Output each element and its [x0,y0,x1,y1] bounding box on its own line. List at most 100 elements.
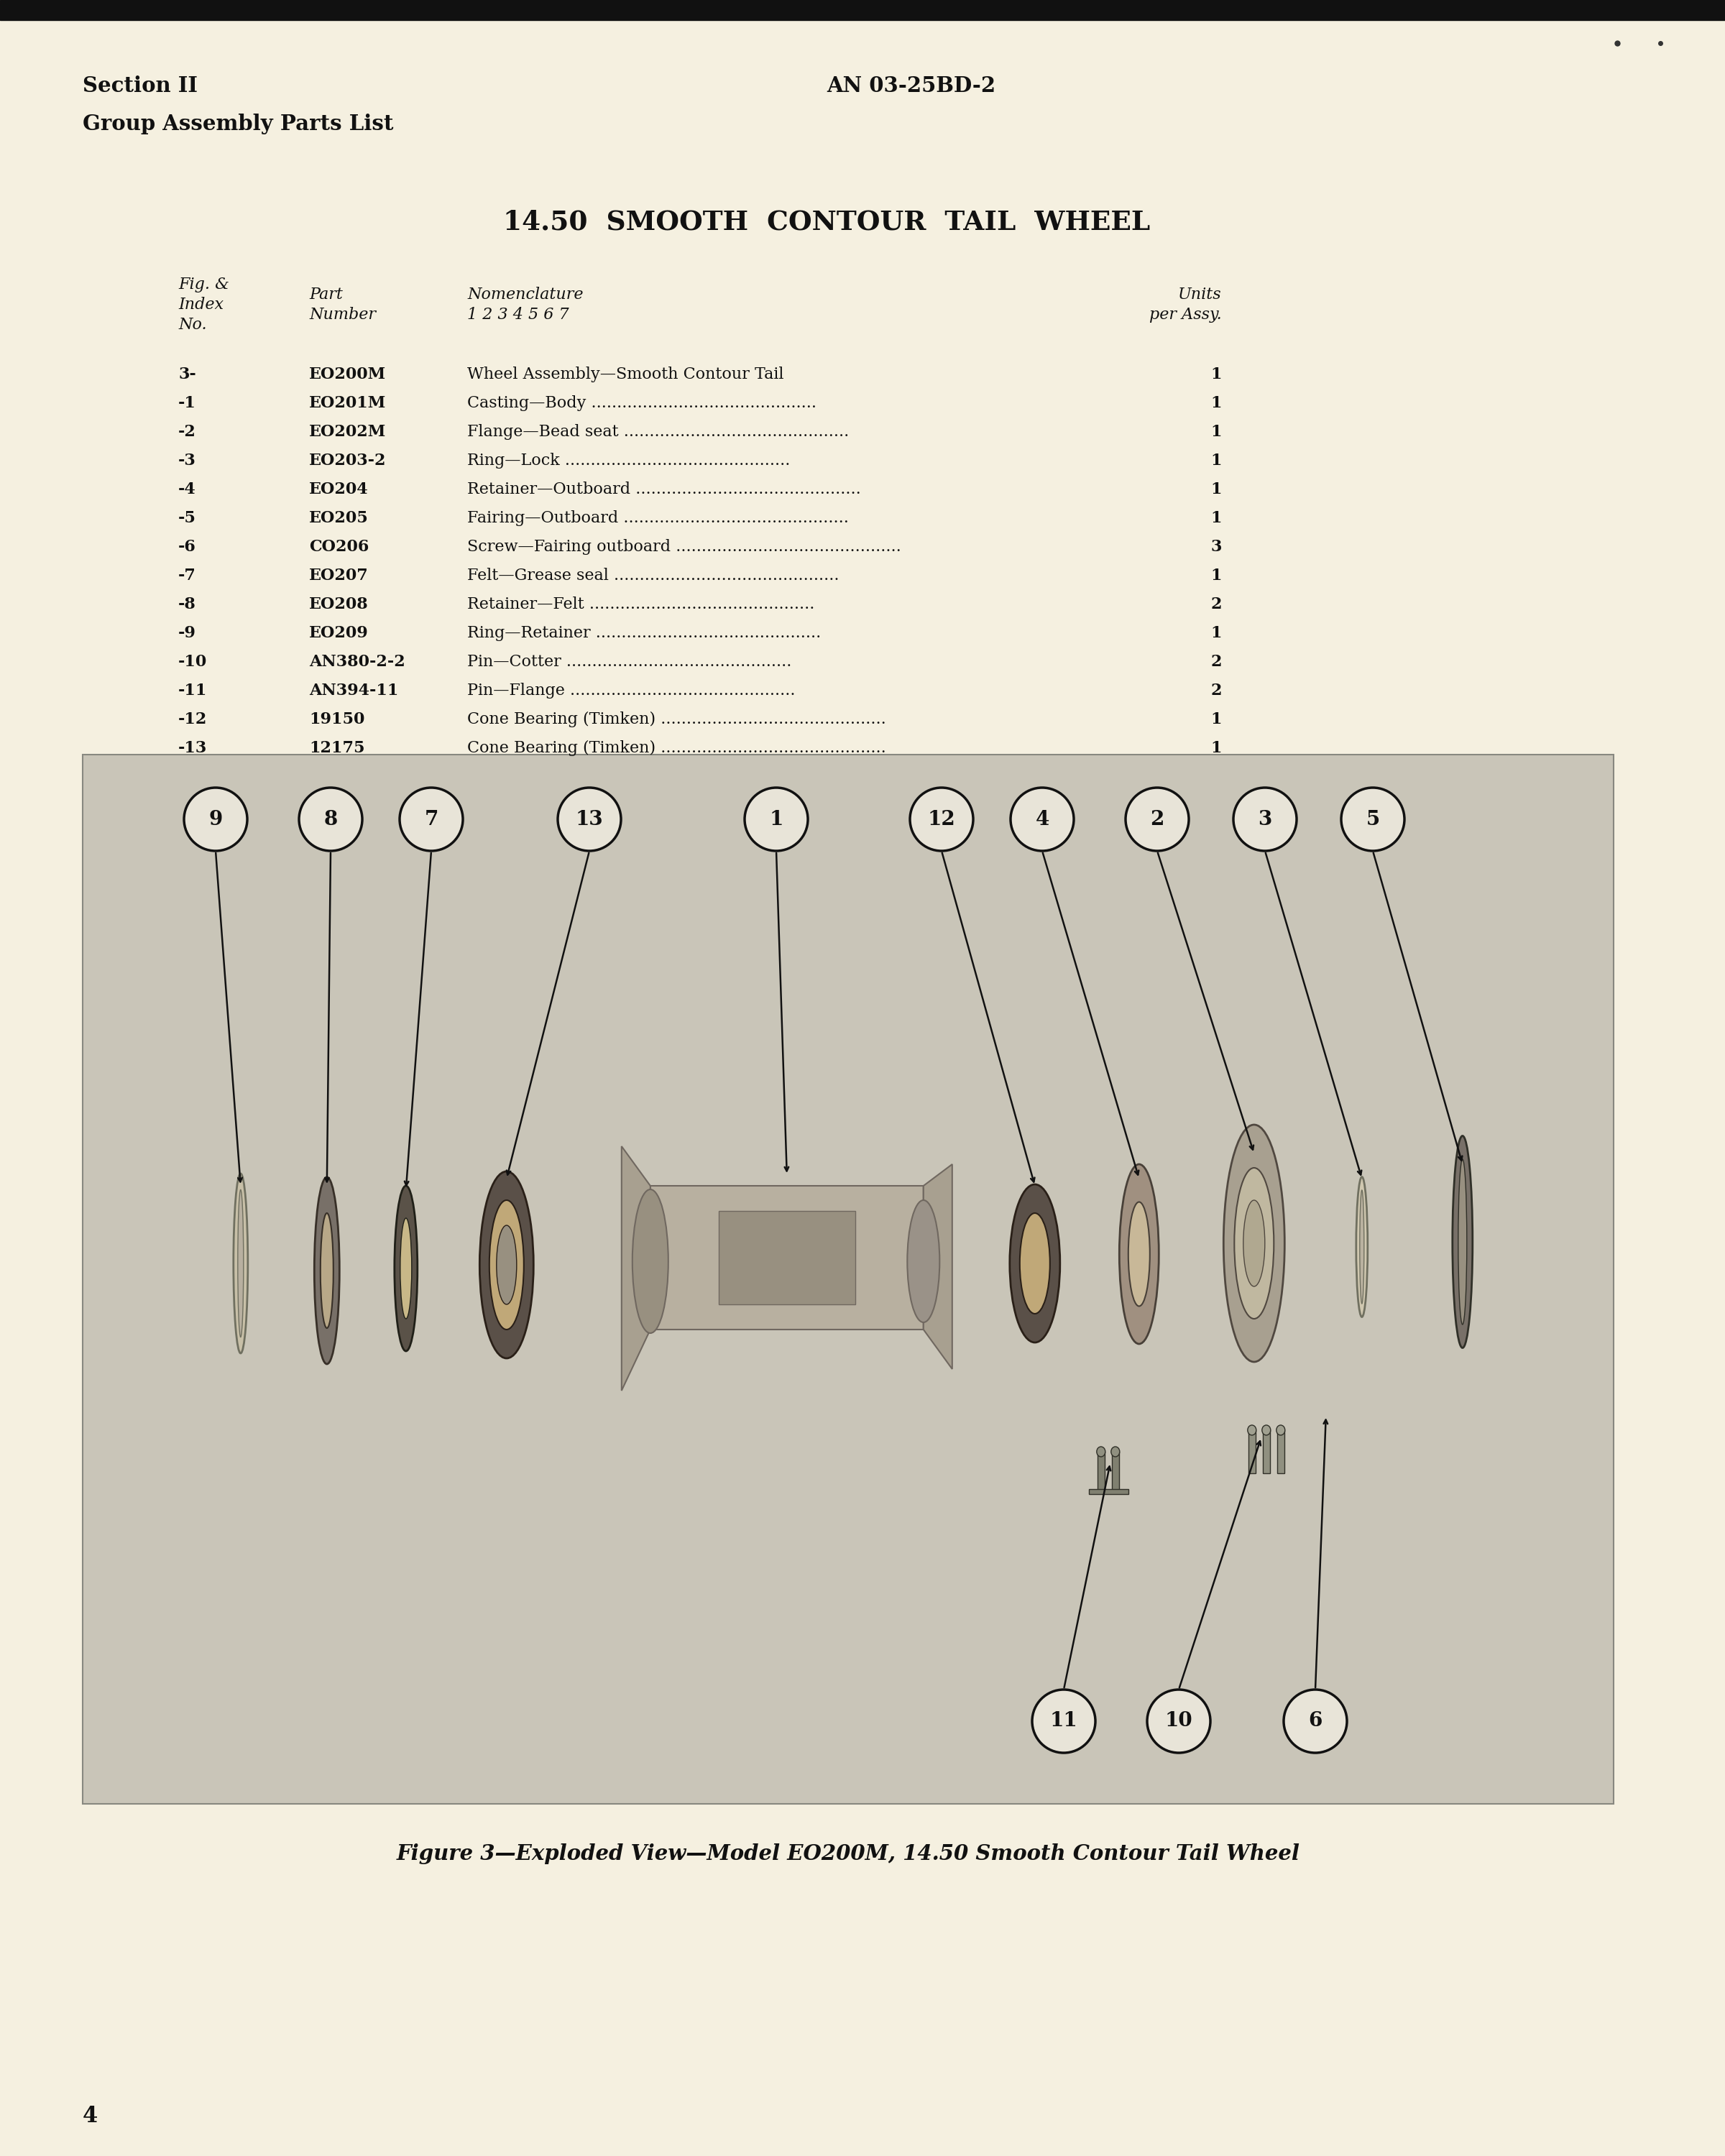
Text: 1: 1 [1211,453,1221,468]
Circle shape [1032,1690,1095,1753]
Text: Part: Part [309,287,343,302]
Text: 2: 2 [1211,653,1221,671]
Text: 1: 1 [1211,567,1221,584]
Circle shape [400,787,462,852]
Ellipse shape [1111,1447,1120,1457]
Ellipse shape [395,1186,417,1352]
Text: 19150: 19150 [309,711,364,727]
Text: -13: -13 [178,740,207,757]
Text: -9: -9 [178,625,197,640]
Text: 2: 2 [1211,597,1221,612]
Text: -4: -4 [178,481,197,498]
Circle shape [185,787,247,852]
Text: EO208: EO208 [309,597,369,612]
Text: AN 03-25BD-2: AN 03-25BD-2 [826,75,995,97]
Circle shape [1233,787,1297,852]
Ellipse shape [1019,1214,1051,1313]
Text: 1: 1 [1211,425,1221,440]
Bar [1249,1429,1256,1473]
Text: 4: 4 [83,2104,98,2128]
Polygon shape [621,1147,650,1391]
Text: 3: 3 [1258,811,1271,830]
Text: AN380-2-2: AN380-2-2 [309,653,405,671]
Text: Flange—Bead seat ............................................: Flange—Bead seat .......................… [467,425,849,440]
Ellipse shape [1263,1425,1271,1436]
Text: -12: -12 [178,711,207,727]
Ellipse shape [238,1190,243,1337]
Ellipse shape [1097,1447,1106,1457]
Text: 12: 12 [928,811,956,830]
Text: Figure 3—Exploded View—Model EO200M, 14.50 Smooth Contour Tail Wheel: Figure 3—Exploded View—Model EO200M, 14.… [397,1843,1301,1865]
Text: 9: 9 [209,811,223,830]
Ellipse shape [497,1225,518,1304]
Text: 1: 1 [1211,395,1221,412]
Text: CO206: CO206 [309,539,369,554]
Text: Wheel Assembly—Smooth Contour Tail: Wheel Assembly—Smooth Contour Tail [467,367,783,382]
Text: No.: No. [178,317,207,332]
Ellipse shape [1009,1184,1061,1343]
Text: Fairing—Outboard ............................................: Fairing—Outboard .......................… [467,511,849,526]
Text: Units: Units [1178,287,1221,302]
Circle shape [1126,787,1189,852]
Text: -10: -10 [178,653,207,671]
Bar [1113,1451,1120,1492]
Bar [1088,1490,1128,1494]
Text: Retainer—Outboard ............................................: Retainer—Outboard ......................… [467,481,861,498]
Ellipse shape [321,1214,333,1328]
Text: Fig. &: Fig. & [178,276,229,293]
Text: Nomenclature: Nomenclature [467,287,583,302]
Text: Casting—Body ............................................: Casting—Body ...........................… [467,395,816,412]
Ellipse shape [1458,1160,1466,1324]
Text: Cone Bearing (Timken) ............................................: Cone Bearing (Timken) ..................… [467,711,887,727]
Ellipse shape [1359,1190,1364,1304]
Text: EO204: EO204 [309,481,369,498]
Text: -5: -5 [178,511,197,526]
Text: 2: 2 [1151,811,1164,830]
Text: -2: -2 [178,425,197,440]
Text: AN394-11: AN394-11 [309,683,398,699]
Text: -7: -7 [178,567,197,584]
Text: 1: 1 [1211,740,1221,757]
Ellipse shape [1452,1136,1473,1348]
Ellipse shape [1244,1201,1264,1287]
Text: Retainer—Felt ............................................: Retainer—Felt ..........................… [467,597,814,612]
Circle shape [1283,1690,1347,1753]
Bar [0,0,1725,19]
Text: 3: 3 [1211,539,1221,554]
Text: EO200M: EO200M [309,367,386,382]
Text: 1 2 3 4 5 6 7: 1 2 3 4 5 6 7 [467,306,569,323]
Ellipse shape [633,1190,668,1332]
Ellipse shape [907,1201,940,1322]
Text: 1: 1 [769,811,783,830]
Circle shape [1147,1690,1211,1753]
Text: 14.50  SMOOTH  CONTOUR  TAIL  WHEEL: 14.50 SMOOTH CONTOUR TAIL WHEEL [504,209,1151,235]
Text: 1: 1 [1211,481,1221,498]
Ellipse shape [233,1173,248,1354]
Text: per Assy.: per Assy. [1149,306,1221,323]
Bar [1097,1451,1104,1492]
Circle shape [745,787,807,852]
Text: EO205: EO205 [309,511,369,526]
Text: 3-: 3- [178,367,197,382]
Circle shape [1011,787,1073,852]
Text: Ring—Lock ............................................: Ring—Lock ..............................… [467,453,790,468]
Text: 6: 6 [1308,1712,1323,1731]
Text: 1: 1 [1211,367,1221,382]
Text: Number: Number [309,306,376,323]
Text: Pin—Flange ............................................: Pin—Flange .............................… [467,683,795,699]
Text: Cone Bearing (Timken) ............................................: Cone Bearing (Timken) ..................… [467,740,887,757]
Text: 7: 7 [424,811,438,830]
Bar [1263,1429,1270,1473]
Ellipse shape [1356,1177,1368,1317]
Polygon shape [923,1164,952,1369]
Ellipse shape [1247,1425,1256,1436]
Text: Index: Index [178,298,224,313]
Text: 8: 8 [324,811,338,830]
Ellipse shape [1120,1164,1159,1343]
Text: 1: 1 [1211,625,1221,640]
Bar [1276,1429,1285,1473]
Ellipse shape [314,1177,340,1365]
Text: -11: -11 [178,683,207,699]
Text: 1: 1 [1211,711,1221,727]
Text: EO207: EO207 [309,567,369,584]
